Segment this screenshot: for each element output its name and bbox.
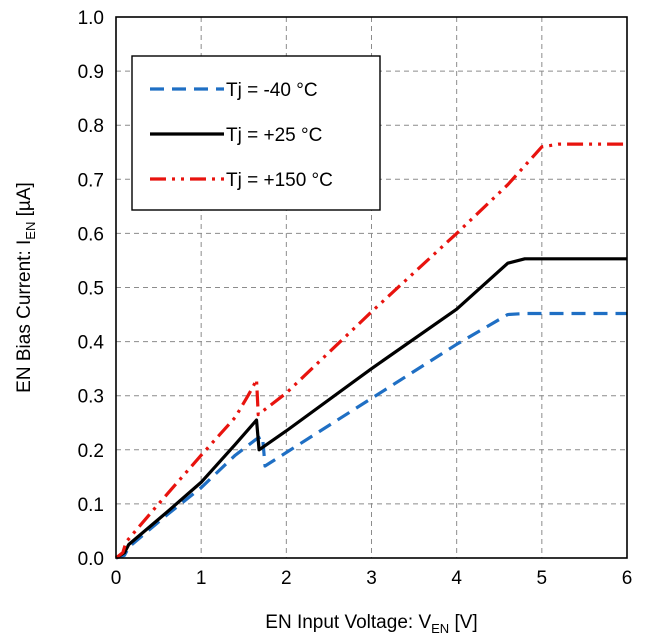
- x-tick-label: 2: [281, 568, 292, 589]
- y-tick-label: 0.8: [78, 116, 104, 137]
- y-tick-label: 0.3: [78, 387, 104, 408]
- x-tick-label: 0: [111, 568, 122, 589]
- y-tick-label: 0.9: [78, 62, 104, 83]
- x-tick-label: 4: [451, 568, 462, 589]
- legend-box: [131, 55, 381, 211]
- x-tick-label: 6: [622, 568, 633, 589]
- y-axis-label: EN Bias Current: IEN [µA]: [14, 182, 38, 393]
- legend-label-0: Tj = -40 °C: [226, 80, 318, 101]
- y-tick-label: 1.0: [78, 8, 104, 29]
- legend-label-1: Tj = +25 °C: [226, 125, 322, 146]
- y-tick-label: 0.7: [78, 170, 104, 191]
- y-tick-label: 0.4: [78, 333, 105, 354]
- x-axis-label-unit: [V]: [449, 612, 478, 633]
- y-axis-label-sub: EN: [23, 222, 38, 240]
- y-tick-label: 0.0: [78, 549, 104, 570]
- ticks: 0 1 2 3 4 5 6 0.0 0.1 0.2 0.3 0.4 0.5 0.6 0.7 0.8 0.9 1.0: [78, 8, 633, 589]
- series-line-0: [115, 311, 627, 560]
- series-line-2: [115, 142, 627, 560]
- y-tick-label: 0.6: [78, 224, 104, 245]
- legend-label-2: Tj = +150 °C: [226, 170, 333, 191]
- series-line-1: [115, 257, 627, 560]
- x-tick-label: 3: [366, 568, 377, 589]
- y-axis-label-unit: [µA]: [14, 182, 35, 221]
- x-axis-label: EN Input Voltage: VEN [V]: [265, 612, 477, 636]
- x-tick-label: 5: [537, 568, 548, 589]
- plot-frame: [115, 16, 628, 559]
- y-tick-label: 0.1: [78, 495, 104, 516]
- y-axis-label-main: EN Bias Current: I: [14, 240, 35, 393]
- series-layer: [115, 142, 627, 560]
- y-tick-label: 0.2: [78, 441, 104, 462]
- y-tick-label: 0.5: [78, 279, 104, 300]
- legend: Tj = -40 °C Tj = +25 °C Tj = +150 °C: [131, 55, 381, 211]
- x-axis-label-main: EN Input Voltage: V: [265, 612, 431, 633]
- x-axis-label-sub: EN: [431, 621, 449, 636]
- x-tick-label: 1: [196, 568, 207, 589]
